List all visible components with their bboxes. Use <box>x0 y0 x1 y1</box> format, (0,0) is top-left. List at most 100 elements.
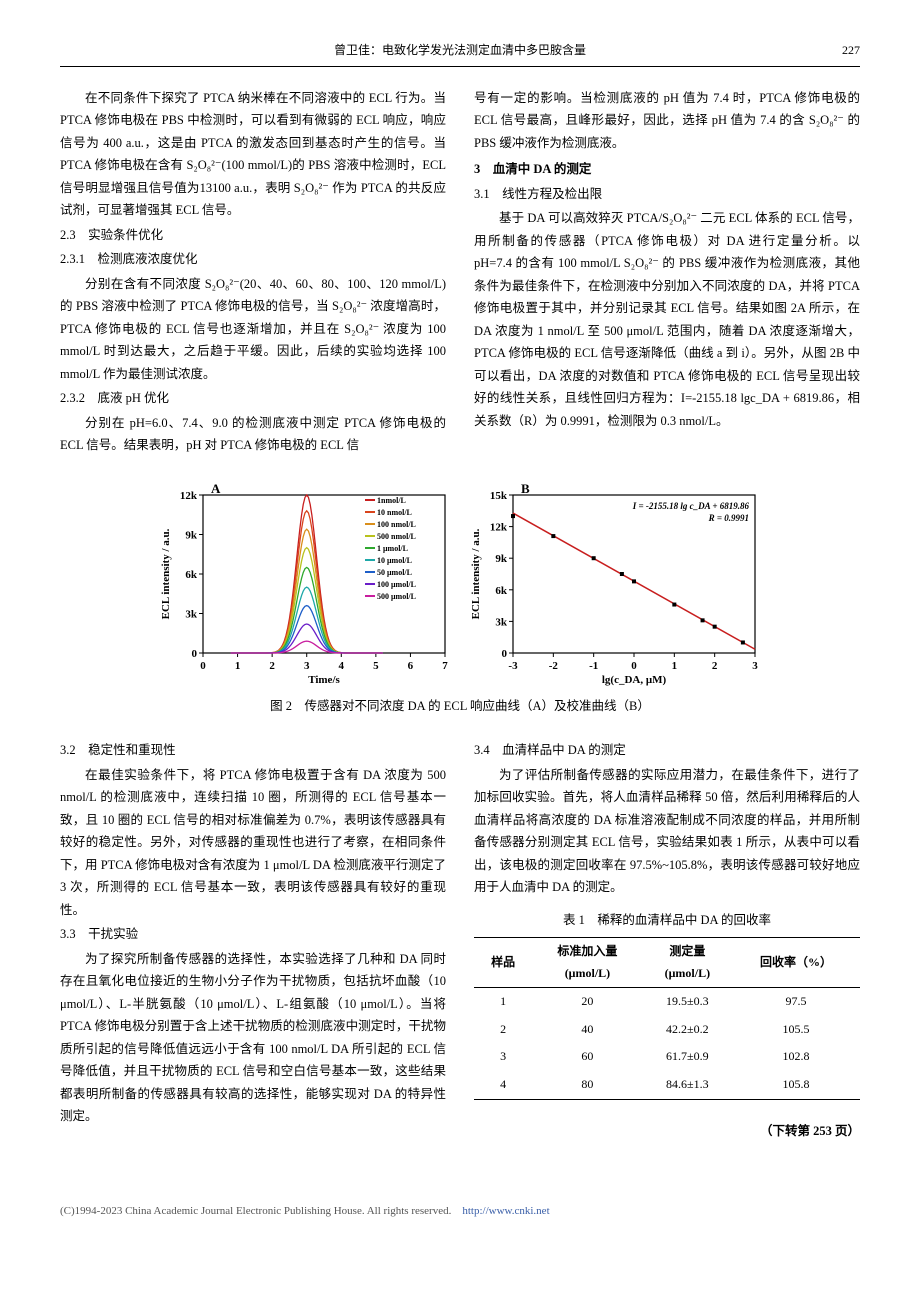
svg-text:lg(c_DA, μM): lg(c_DA, μM) <box>602 674 667 686</box>
para-4: 基于 DA 可以高效猝灭 PTCA/S₂O₈²⁻ 二元 ECL 体系的 ECL … <box>474 207 860 432</box>
svg-text:-1: -1 <box>589 660 598 672</box>
th-recovery: 回收率（%） <box>732 938 860 988</box>
running-title: 曾卫佳：电致化学发光法测定血清中多巴胺含量 <box>100 40 820 62</box>
table-row: 24042.2±0.2105.5 <box>474 1016 860 1044</box>
chart-row: 0 3k 6k 9k 12k 0 1 2 3 4 5 6 7 A Time/s ECL intensity /… <box>60 477 860 687</box>
table-row: 36061.7±0.9102.8 <box>474 1043 860 1071</box>
svg-text:-3: -3 <box>508 660 518 672</box>
svg-text:6k: 6k <box>185 569 198 581</box>
svg-text:-2: -2 <box>549 660 559 672</box>
figure-caption: 图 2 传感器对不同浓度 DA 的 ECL 响应曲线（A）及校准曲线（B） <box>60 695 860 718</box>
upper-columns: 在不同条件下探究了 PTCA 纳米棒在不同溶液中的 ECL 行为。当 PTCA … <box>60 87 860 457</box>
table-cell: 105.5 <box>732 1016 860 1044</box>
heading-3-1: 3.1 线性方程及检出限 <box>474 183 860 206</box>
para-5: 在最佳实验条件下，将 PTCA 修饰电极置于含有 DA 浓度为 500 nmol… <box>60 764 446 922</box>
svg-text:7: 7 <box>442 660 448 672</box>
svg-text:A: A <box>211 481 221 496</box>
table-cell: 105.8 <box>732 1071 860 1099</box>
svg-text:3: 3 <box>304 660 310 672</box>
svg-text:6: 6 <box>408 660 414 672</box>
svg-text:0: 0 <box>192 648 198 660</box>
lower-columns: 3.2 稳定性和重现性 在最佳实验条件下，将 PTCA 修饰电极置于含有 DA … <box>60 737 860 1142</box>
figure-2: 0 3k 6k 9k 12k 0 1 2 3 4 5 6 7 A Time/s ECL intensity /… <box>60 477 860 718</box>
col-right-lower: 3.4 血清样品中 DA 的测定 为了评估所制备传感器的实际应用潜力，在最佳条件… <box>474 737 860 1142</box>
table-cell: 40 <box>532 1016 643 1044</box>
svg-text:4: 4 <box>339 660 345 672</box>
svg-text:100 nmol/L: 100 nmol/L <box>377 520 416 529</box>
svg-text:1: 1 <box>235 660 241 672</box>
table-cell: 1 <box>474 988 532 1016</box>
heading-2-3-1: 2.3.1 检测底液浓度优化 <box>60 248 446 271</box>
svg-text:50 μmol/L: 50 μmol/L <box>377 568 412 577</box>
heading-3-3: 3.3 干扰实验 <box>60 923 446 946</box>
col-left-upper: 在不同条件下探究了 PTCA 纳米棒在不同溶液中的 ECL 行为。当 PTCA … <box>60 87 446 457</box>
header-spacer <box>60 40 100 62</box>
svg-text:B: B <box>521 481 530 496</box>
chart-a: 0 3k 6k 9k 12k 0 1 2 3 4 5 6 7 A Time/s ECL intensity /… <box>155 477 455 687</box>
svg-text:3k: 3k <box>495 616 508 628</box>
table-cell: 3 <box>474 1043 532 1071</box>
svg-text:1 μmol/L: 1 μmol/L <box>377 544 408 553</box>
table-cell: 19.5±0.3 <box>643 988 732 1016</box>
svg-text:ECL intensity / a.u.: ECL intensity / a.u. <box>160 528 172 619</box>
svg-text:12k: 12k <box>490 521 508 533</box>
para-3r: 号有一定的影响。当检测底液的 pH 值为 7.4 时，PTCA 修饰电极的 EC… <box>474 87 860 155</box>
table-header-row: 样品 标准加入量 (μmol/L) 测定量 (μmol/L) 回收率（%） <box>474 938 860 988</box>
table-cell: 20 <box>532 988 643 1016</box>
table-cell: 80 <box>532 1071 643 1099</box>
table-cell: 60 <box>532 1043 643 1071</box>
svg-text:5: 5 <box>373 660 379 672</box>
svg-text:100 μmol/L: 100 μmol/L <box>377 580 416 589</box>
svg-text:Time/s: Time/s <box>308 674 340 686</box>
footer-text: (C)1994-2023 China Academic Journal Elec… <box>60 1205 451 1217</box>
heading-2-3: 2.3 实验条件优化 <box>60 224 446 247</box>
svg-text:2: 2 <box>712 660 718 672</box>
svg-text:2: 2 <box>269 660 275 672</box>
heading-2-3-2: 2.3.2 底液 pH 优化 <box>60 387 446 410</box>
col-right-upper: 号有一定的影响。当检测底液的 pH 值为 7.4 时，PTCA 修饰电极的 EC… <box>474 87 860 457</box>
svg-text:500 nmol/L: 500 nmol/L <box>377 532 416 541</box>
svg-text:10 nmol/L: 10 nmol/L <box>377 508 412 517</box>
para-1: 在不同条件下探究了 PTCA 纳米棒在不同溶液中的 ECL 行为。当 PTCA … <box>60 87 446 222</box>
col-left-lower: 3.2 稳定性和重现性 在最佳实验条件下，将 PTCA 修饰电极置于含有 DA … <box>60 737 446 1142</box>
svg-text:12k: 12k <box>180 490 198 502</box>
chart-b: 03k6k9k12k15k-3-2-10123Blg(c_DA, μM)ECL … <box>465 477 765 687</box>
table-cell: 84.6±1.3 <box>643 1071 732 1099</box>
th-sample: 样品 <box>474 938 532 988</box>
svg-text:1: 1 <box>672 660 678 672</box>
svg-text:9k: 9k <box>185 529 198 541</box>
svg-text:9k: 9k <box>495 553 508 565</box>
para-6: 为了探究所制备传感器的选择性，本实验选择了几种和 DA 同时存在且氧化电位接近的… <box>60 948 446 1128</box>
heading-3-2: 3.2 稳定性和重现性 <box>60 739 446 762</box>
svg-text:6k: 6k <box>495 584 508 596</box>
para-7: 为了评估所制备传感器的实际应用潜力，在最佳条件下，进行了加标回收实验。首先，将人… <box>474 764 860 899</box>
svg-text:0: 0 <box>502 648 508 660</box>
table-row: 12019.5±0.397.5 <box>474 988 860 1016</box>
recovery-table: 样品 标准加入量 (μmol/L) 测定量 (μmol/L) 回收率（%） 12… <box>474 937 860 1100</box>
table-cell: 97.5 <box>732 988 860 1016</box>
para-2: 分别在含有不同浓度 S₂O₈²⁻(20、40、60、80、100、120 mmo… <box>60 273 446 386</box>
table-cell: 61.7±0.9 <box>643 1043 732 1071</box>
svg-text:3: 3 <box>752 660 758 672</box>
continuation-note: （下转第 253 页） <box>474 1120 860 1143</box>
page-footer: (C)1994-2023 China Academic Journal Elec… <box>60 1202 860 1222</box>
table-cell: 42.2±0.2 <box>643 1016 732 1044</box>
svg-text:0: 0 <box>200 660 206 672</box>
heading-3: 3 血清中 DA 的测定 <box>474 158 860 181</box>
svg-text:3k: 3k <box>185 608 198 620</box>
table-cell: 4 <box>474 1071 532 1099</box>
th-added: 标准加入量 (μmol/L) <box>532 938 643 988</box>
page-header: 曾卫佳：电致化学发光法测定血清中多巴胺含量 227 <box>60 40 860 67</box>
svg-text:1nmol/L: 1nmol/L <box>377 496 406 505</box>
table-cell: 2 <box>474 1016 532 1044</box>
svg-text:R = 0.9991: R = 0.9991 <box>708 513 749 523</box>
svg-text:500 μmol/L: 500 μmol/L <box>377 592 416 601</box>
svg-text:I = -2155.18 lg c_DA + 6819.86: I = -2155.18 lg c_DA + 6819.86 <box>632 501 750 511</box>
table-title: 表 1 稀释的血清样品中 DA 的回收率 <box>474 909 860 932</box>
heading-3-4: 3.4 血清样品中 DA 的测定 <box>474 739 860 762</box>
svg-text:0: 0 <box>631 660 637 672</box>
footer-link[interactable]: http://www.cnki.net <box>462 1205 549 1217</box>
page-number: 227 <box>820 40 860 62</box>
table-row: 48084.6±1.3105.8 <box>474 1071 860 1099</box>
para-3: 分别在 pH=6.0、7.4、9.0 的检测底液中测定 PTCA 修饰电极的 E… <box>60 412 446 457</box>
